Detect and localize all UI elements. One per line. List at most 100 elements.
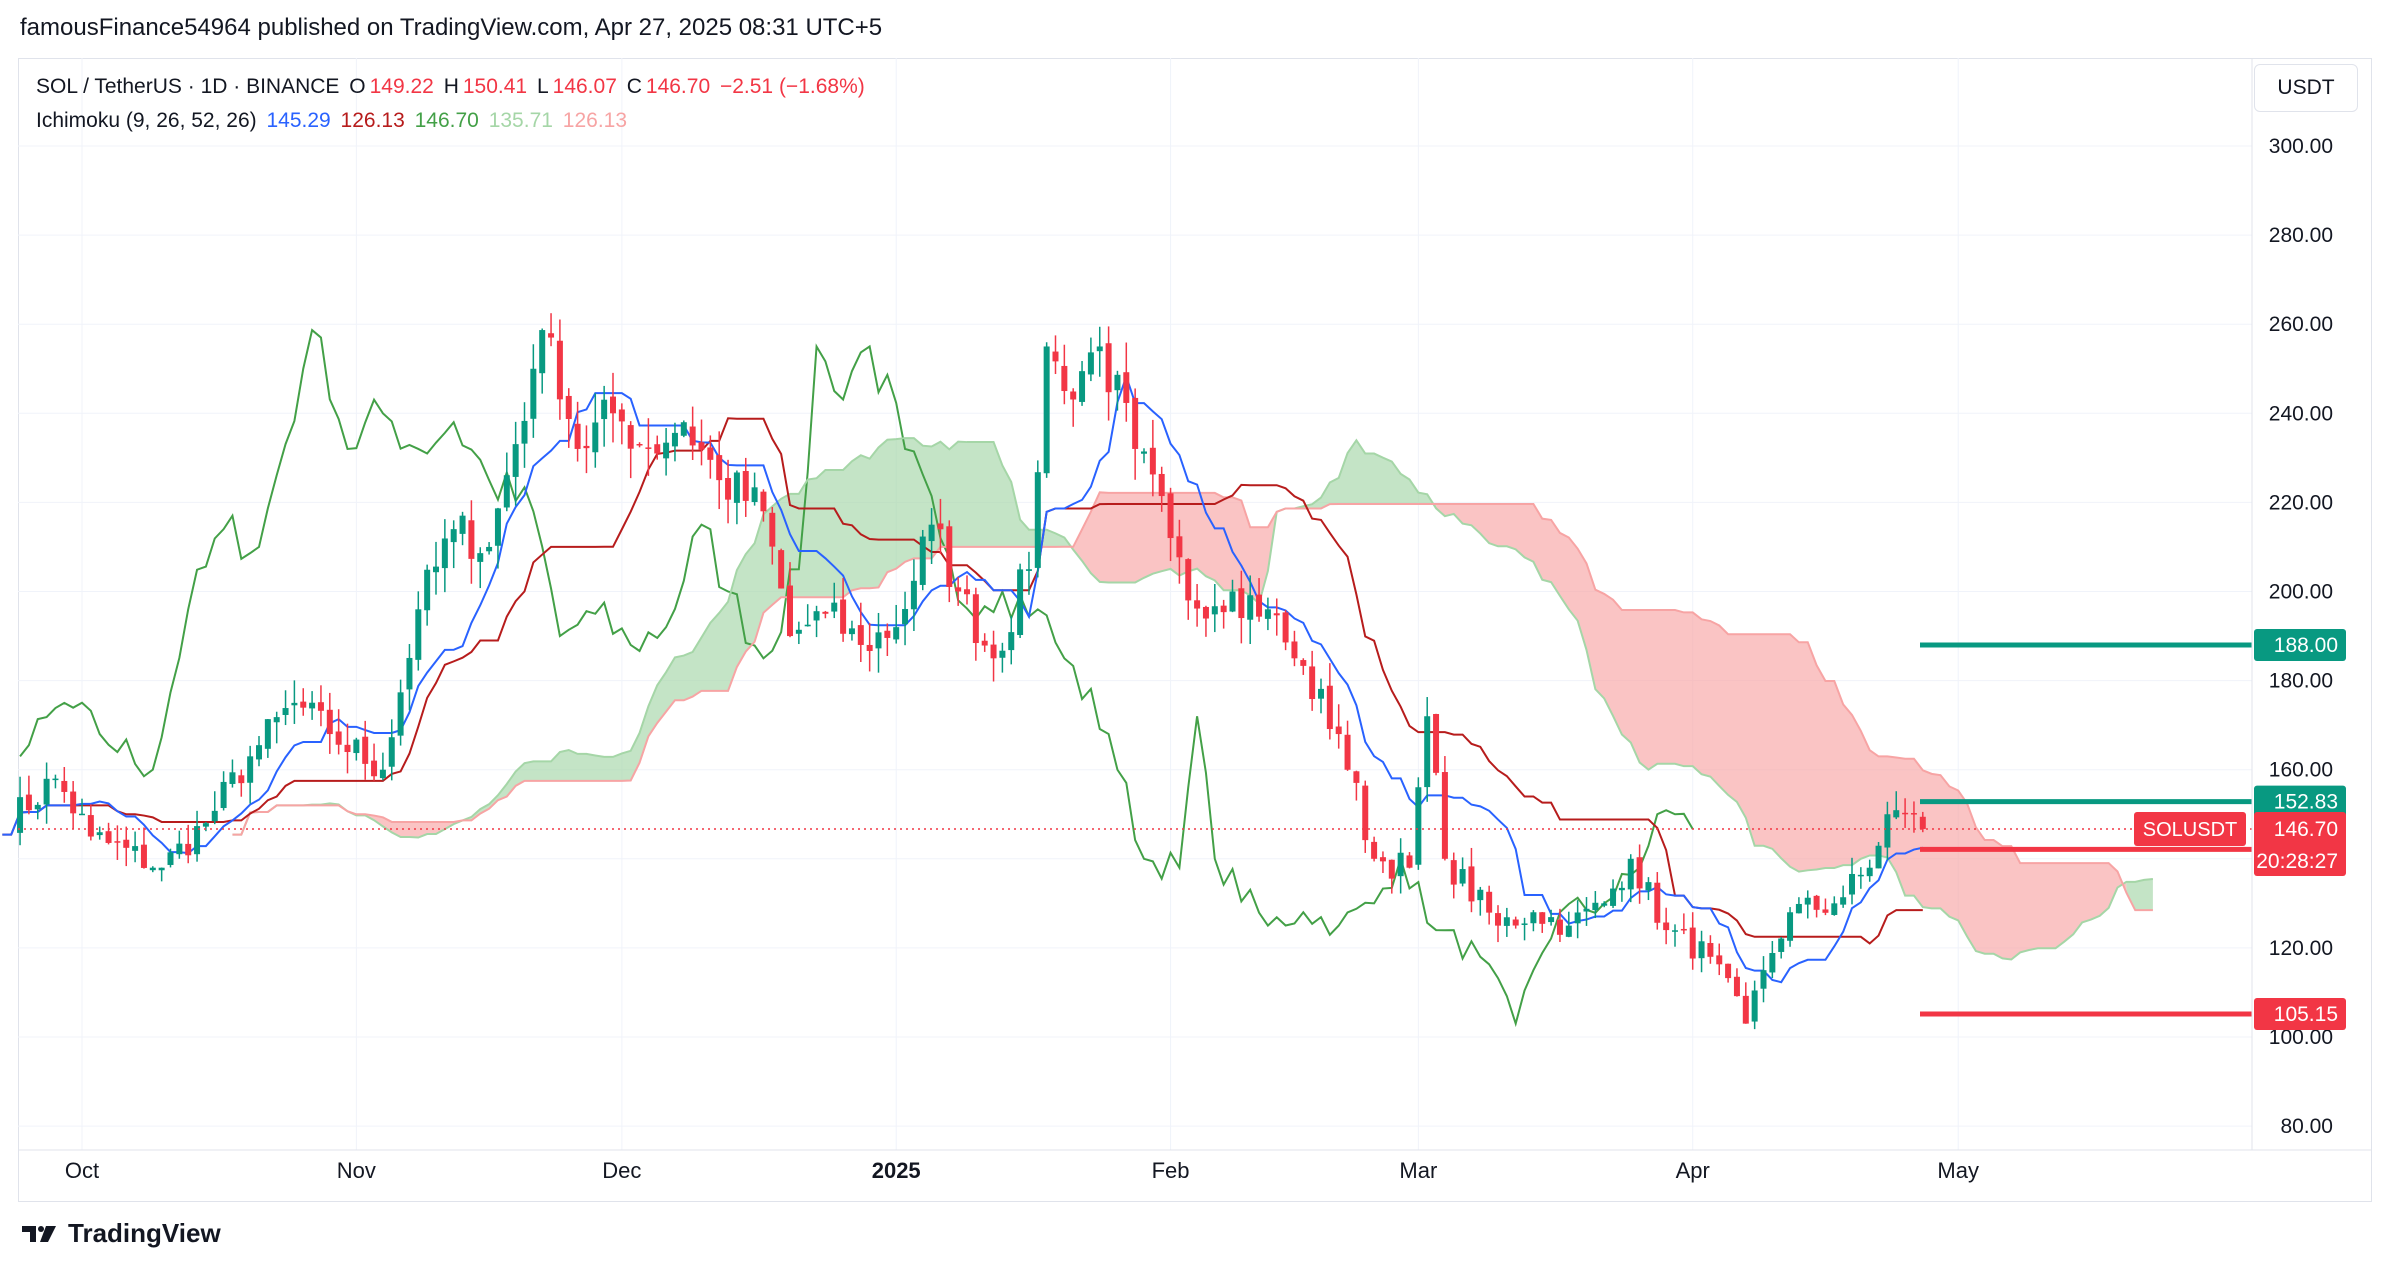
candle-body	[238, 775, 245, 784]
candle-body	[990, 644, 997, 659]
candle-body	[1114, 374, 1121, 391]
candle-body	[211, 810, 218, 822]
chart-grid	[18, 58, 2252, 1150]
candle-body	[87, 815, 94, 837]
candle-body	[1441, 772, 1448, 859]
candle-body	[1468, 866, 1475, 902]
candle-body	[1335, 726, 1342, 735]
price-tick-label: 180.00	[2269, 670, 2333, 693]
candle-body	[1123, 372, 1130, 403]
target-high-tag-bg	[2254, 628, 2346, 661]
candle-body	[512, 444, 519, 477]
high-value: 150.41	[462, 75, 528, 98]
candle-body	[636, 444, 643, 446]
candle-body	[751, 487, 758, 503]
candle-body	[804, 624, 811, 627]
candle-body	[1840, 897, 1847, 905]
close-value: 146.70	[645, 75, 711, 98]
tradingview-logo-icon	[22, 1225, 56, 1242]
chart-pane[interactable]	[18, 58, 2372, 1202]
candle-body	[866, 644, 873, 651]
candle-body	[406, 657, 413, 690]
candle-body	[645, 447, 652, 449]
close-label: C	[626, 75, 642, 98]
candle-body	[840, 599, 847, 634]
candle-body	[158, 867, 165, 871]
candle-body	[477, 553, 484, 562]
time-tick-label: Feb	[1152, 1158, 1190, 1183]
candle-body	[1716, 955, 1723, 965]
candle-body	[1636, 857, 1643, 889]
candle-body	[1787, 912, 1794, 941]
candle-body	[1680, 928, 1687, 931]
candle-body	[1309, 666, 1316, 700]
candle-body	[415, 609, 422, 660]
price-tick-label: 200.00	[2269, 581, 2333, 604]
candle-body	[1256, 594, 1263, 617]
candle-body	[1495, 913, 1501, 926]
currency-selector[interactable]: USDT	[2254, 64, 2358, 112]
candle-body	[43, 778, 50, 805]
time-tick-label: Mar	[1399, 1158, 1437, 1183]
candle-body	[1043, 346, 1050, 474]
time-scale: Oct Nov Dec 2025 Feb Mar Apr May	[65, 1158, 1979, 1183]
price-scale: 300.00 280.00 260.00 240.00 220.00 200.00 180.…	[2269, 135, 2333, 1138]
kumo-bear-area	[356, 814, 463, 838]
candle-body	[1238, 588, 1245, 619]
candle-body	[1247, 595, 1254, 620]
candle-body	[1300, 660, 1307, 666]
candle-body	[1415, 787, 1422, 865]
candle-body	[1486, 891, 1493, 913]
price-tick-label: 260.00	[2269, 313, 2333, 336]
leading-span-a-line	[232, 437, 2153, 961]
candle-body	[326, 709, 333, 735]
candle-body	[1601, 903, 1608, 906]
candle-body	[1672, 930, 1678, 932]
candle-body	[1556, 919, 1563, 935]
candle-body	[1512, 919, 1519, 926]
candle-body	[1857, 874, 1864, 877]
candle-body	[725, 478, 732, 500]
leading-span-a-value: 135.71	[488, 109, 553, 132]
leading-span-b-line	[232, 491, 2153, 912]
candle-body	[716, 455, 723, 481]
candle-body	[1079, 371, 1086, 402]
candle-body	[1141, 451, 1147, 454]
candle-body	[1530, 912, 1537, 924]
candle-body	[1459, 869, 1466, 884]
candle-body	[919, 536, 926, 585]
candle-body	[34, 804, 41, 810]
candle-body	[344, 744, 351, 753]
candle-body	[1503, 917, 1510, 926]
kumo-bull-area	[2126, 878, 2153, 911]
candle-body	[1698, 941, 1705, 959]
candle-body	[132, 846, 139, 851]
candle-body	[1008, 632, 1015, 651]
candle-body	[1096, 346, 1103, 352]
candle-body	[503, 475, 510, 508]
indicator-title[interactable]: Ichimoku (9, 26, 52, 26)	[36, 109, 257, 132]
candle-body	[1132, 397, 1139, 449]
base-line	[2, 417, 1923, 945]
symbol-title[interactable]: SOL / TetherUS · 1D · BINANCE	[36, 75, 340, 98]
candle-body	[548, 333, 555, 338]
candle-body	[1804, 897, 1811, 905]
candle-body	[778, 550, 785, 589]
candle-body	[1194, 600, 1201, 609]
candle-body	[1733, 976, 1740, 997]
change-value: −2.51 (−1.68%)	[719, 75, 865, 98]
candle-body	[1158, 473, 1165, 497]
tradingview-brand[interactable]: TradingView	[20, 1218, 221, 1249]
candle-body	[848, 628, 855, 635]
candle-body	[601, 399, 608, 420]
candle-body	[1751, 990, 1758, 1022]
candle-body	[1087, 352, 1094, 375]
target-mid-tag-text: 152.83	[2274, 791, 2338, 814]
candle-body	[1176, 536, 1183, 558]
candle-body	[140, 844, 147, 868]
candle-body	[1663, 922, 1670, 931]
candle-body	[583, 445, 590, 449]
